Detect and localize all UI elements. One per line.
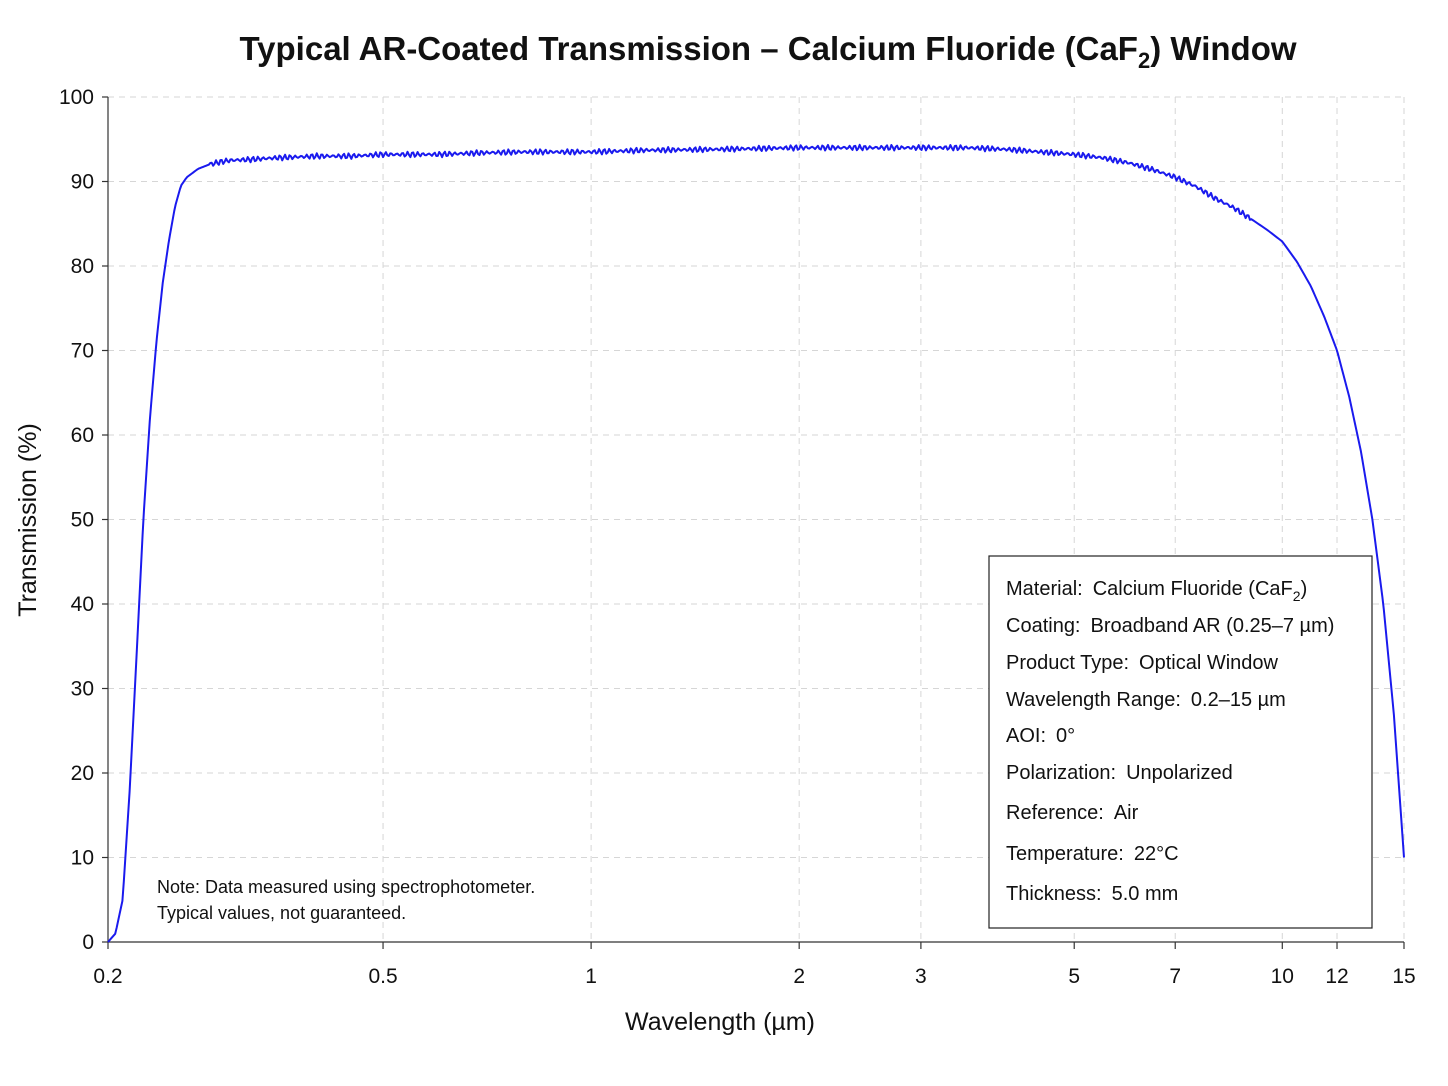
y-tick-label: 10 <box>71 847 94 870</box>
info-item: Thickness: 5.0 mm <box>1006 883 1178 905</box>
y-tick-label: 100 <box>59 86 94 109</box>
x-tick-label: 5 <box>1068 965 1080 988</box>
x-tick-label: 2 <box>793 965 805 988</box>
info-item: Coating: Broadband AR (0.25–7 µm) <box>1006 615 1334 637</box>
y-tick-label: 30 <box>71 678 94 701</box>
info-box: Material: Calcium Fluoride (CaF2) Coating:… <box>988 555 1373 929</box>
x-tick-label: 12 <box>1325 965 1348 988</box>
info-box-frame <box>988 555 1373 929</box>
y-tick-label: 70 <box>71 340 94 363</box>
y-tick-label: 50 <box>71 509 94 532</box>
info-item: Wavelength Range: 0.2–15 µm <box>1006 689 1286 711</box>
axes <box>102 96 1405 949</box>
y-tick-label: 20 <box>71 762 94 785</box>
x-tick-label: 15 <box>1392 965 1415 988</box>
x-axis-title: Wavelength (µm) <box>625 1008 815 1036</box>
y-tick-label: 0 <box>82 931 94 954</box>
info-item: Temperature: 22°C <box>1006 843 1179 865</box>
x-tick-label: 0.5 <box>368 965 397 988</box>
transmission-series-line <box>107 143 1405 943</box>
y-axis-title: Transmission (%) <box>14 423 42 617</box>
x-tick-label: 3 <box>915 965 927 988</box>
note-line-1: Note: Data measured using spectrophotome… <box>157 877 535 897</box>
y-tick-label: 90 <box>71 171 94 194</box>
chart-title: Typical AR-Coated Transmission – Calcium… <box>239 30 1296 73</box>
x-tick-label: 7 <box>1169 965 1181 988</box>
info-item: Material: Calcium Fluoride (CaF2) <box>1006 578 1307 604</box>
x-tick-label: 0.2 <box>93 965 122 988</box>
info-item: Product Type: Optical Window <box>1006 652 1279 674</box>
y-tick-label: 80 <box>71 255 94 278</box>
info-item: Reference: Air <box>1006 802 1139 824</box>
note: Note: Data measured using spectrophotome… <box>157 877 535 923</box>
y-tick-label: 40 <box>71 593 94 616</box>
note-line-2: Typical values, not guaranteed. <box>157 903 406 923</box>
info-item: AOI: 0° <box>1006 725 1075 747</box>
x-tick-label: 10 <box>1271 965 1294 988</box>
info-item: Polarization: Unpolarized <box>1006 762 1233 784</box>
y-tick-label: 60 <box>71 424 94 447</box>
x-tick-label: 1 <box>585 965 597 988</box>
